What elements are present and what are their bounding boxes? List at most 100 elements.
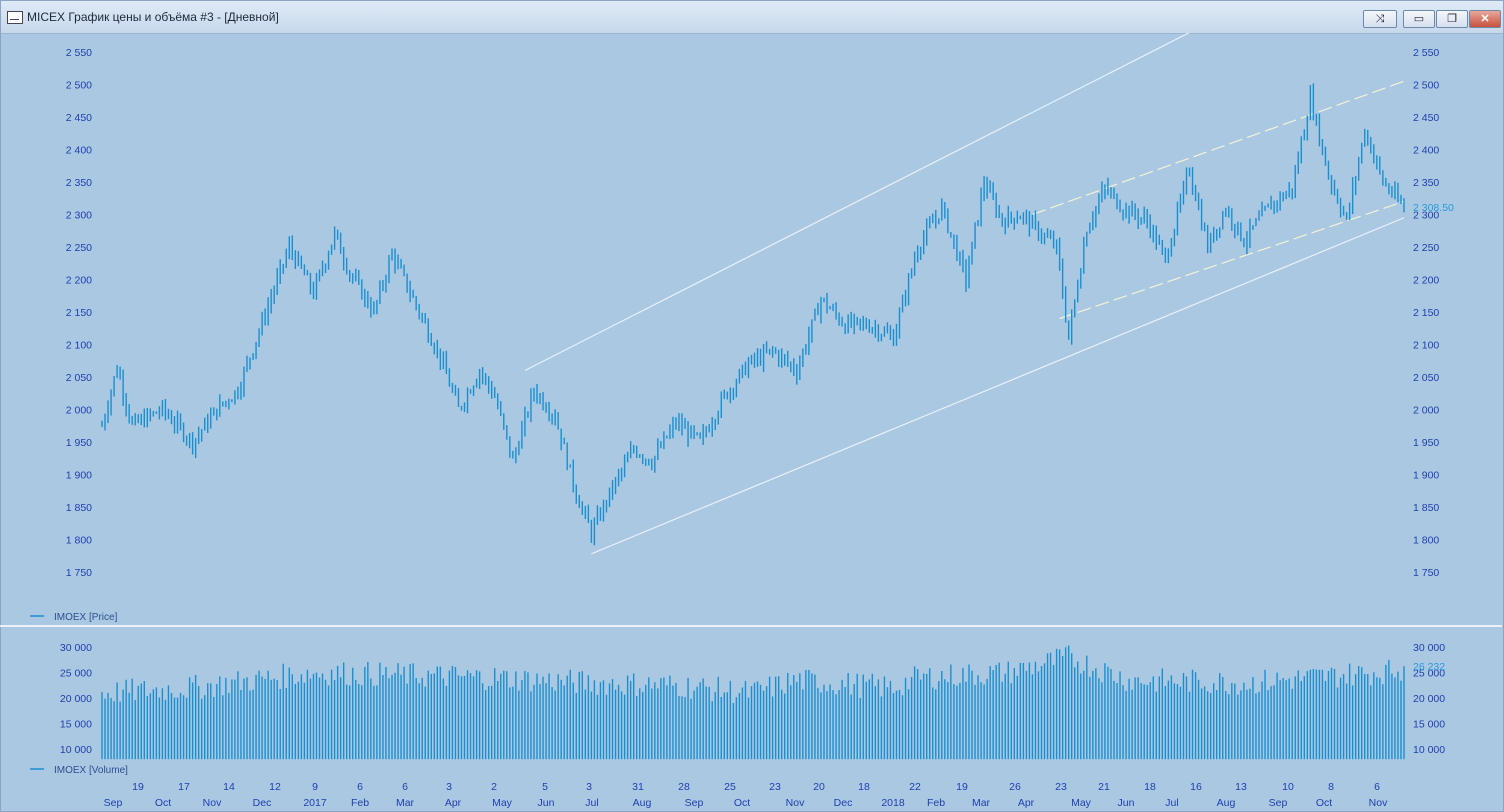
price-y-tick-right: 2 050 <box>1413 372 1439 384</box>
window-title: MICEX График цены и объёма #3 - [Дневной… <box>27 10 279 24</box>
x-month-tick: May <box>1071 797 1092 809</box>
x-day-tick: 3 <box>586 781 592 793</box>
x-month-tick: May <box>492 797 513 809</box>
volume-y-tick-left: 20 000 <box>60 693 92 705</box>
volume-y-tick-left: 15 000 <box>60 719 92 731</box>
x-month-tick: Jul <box>1165 797 1178 809</box>
price-y-tick-left: 2 500 <box>66 80 92 92</box>
price-y-tick-right: 2 500 <box>1413 80 1439 92</box>
close-button[interactable]: ✕ <box>1469 10 1501 28</box>
x-day-tick: 9 <box>312 781 318 793</box>
x-day-tick: 18 <box>858 781 870 793</box>
x-day-tick: 16 <box>1190 781 1202 793</box>
x-day-tick: 12 <box>269 781 281 793</box>
x-day-tick: 3 <box>446 781 452 793</box>
x-day-tick: 6 <box>402 781 408 793</box>
x-day-tick: 22 <box>909 781 921 793</box>
volume-y-tick-left: 30 000 <box>60 642 92 654</box>
price-y-tick-left: 2 400 <box>66 145 92 157</box>
price-y-tick-right: 2 150 <box>1413 307 1439 319</box>
x-month-tick: Feb <box>351 797 369 809</box>
price-y-tick-right: 2 100 <box>1413 340 1439 352</box>
x-day-tick: 5 <box>542 781 548 793</box>
price-y-tick-left: 2 100 <box>66 340 92 352</box>
x-day-tick: 23 <box>769 781 781 793</box>
x-day-tick: 25 <box>724 781 736 793</box>
x-day-tick: 10 <box>1282 781 1294 793</box>
x-month-tick: Dec <box>253 797 272 809</box>
x-month-tick: Mar <box>972 797 991 809</box>
trend-line[interactable] <box>591 217 1405 555</box>
price-y-tick-left: 2 350 <box>66 177 92 189</box>
x-day-tick: 2 <box>491 781 497 793</box>
x-month-tick: Sep <box>1269 797 1288 809</box>
price-y-tick-left: 2 050 <box>66 372 92 384</box>
x-day-tick: 31 <box>632 781 644 793</box>
price-y-tick-left: 2 550 <box>66 47 92 59</box>
x-day-tick: 17 <box>178 781 190 793</box>
x-month-tick: Oct <box>155 797 171 809</box>
x-day-tick: 6 <box>1374 781 1380 793</box>
x-day-tick: 20 <box>813 781 825 793</box>
price-y-tick-left: 2 150 <box>66 307 92 319</box>
x-month-tick: Apr <box>1018 797 1035 809</box>
price-y-tick-right: 2 250 <box>1413 242 1439 254</box>
price-y-tick-right: 2 000 <box>1413 405 1439 417</box>
volume-y-tick-left: 25 000 <box>60 668 92 680</box>
price-y-tick-left: 1 950 <box>66 437 92 449</box>
price-y-tick-left: 1 800 <box>66 535 92 547</box>
price-y-tick-right: 1 800 <box>1413 535 1439 547</box>
x-day-tick: 28 <box>678 781 690 793</box>
channel-dashed-line[interactable] <box>1059 200 1405 320</box>
price-volume-chart[interactable]: 2 550 2 550 2 500 2 500 2 450 2 450 2 400 2 400… <box>0 33 1502 810</box>
volume-y-tick-right: 20 000 <box>1413 693 1445 705</box>
price-last-value-label: 2 308.50 <box>1413 202 1454 214</box>
restore-button[interactable]: ❐ <box>1436 10 1468 28</box>
x-month-tick: Aug <box>1217 797 1236 809</box>
x-day-tick: 19 <box>956 781 968 793</box>
x-day-tick: 6 <box>357 781 363 793</box>
price-y-tick-right: 2 550 <box>1413 47 1439 59</box>
price-y-tick-right: 1 750 <box>1413 567 1439 579</box>
x-month-tick: 2018 <box>881 797 905 809</box>
volume-y-tick-left: 10 000 <box>60 744 92 756</box>
title-bar[interactable]: MICEX График цены и объёма #3 - [Дневной… <box>1 1 1503 34</box>
x-day-tick: 18 <box>1144 781 1156 793</box>
price-y-tick-right: 2 450 <box>1413 112 1439 124</box>
x-month-tick: Oct <box>1316 797 1332 809</box>
x-month-tick: Oct <box>734 797 750 809</box>
price-y-tick-right: 1 850 <box>1413 502 1439 514</box>
x-month-tick: Nov <box>203 797 222 809</box>
pin-button[interactable]: ⤨ <box>1363 10 1397 28</box>
minimize-button[interactable]: ▭ <box>1403 10 1435 28</box>
channel-dashed-line[interactable] <box>1032 80 1405 216</box>
x-month-tick: Sep <box>685 797 704 809</box>
x-month-tick: Jul <box>585 797 598 809</box>
x-month-tick: Sep <box>104 797 123 809</box>
x-day-tick: 8 <box>1328 781 1334 793</box>
volume-y-tick-right: 25 000 <box>1413 668 1445 680</box>
x-month-tick: Jun <box>538 797 555 809</box>
x-month-tick: Jun <box>1118 797 1135 809</box>
volume-last-value-label: 26 232 <box>1413 661 1445 673</box>
x-day-tick: 23 <box>1055 781 1067 793</box>
price-y-tick-right: 1 900 <box>1413 470 1439 482</box>
price-y-tick-left: 2 250 <box>66 242 92 254</box>
x-month-tick: Nov <box>786 797 805 809</box>
volume-legend: IMOEX [Volume] <box>30 765 128 776</box>
price-y-tick-left: 1 900 <box>66 470 92 482</box>
price-y-tick-left: 2 000 <box>66 405 92 417</box>
chart-app-icon[interactable] <box>7 11 23 24</box>
volume-y-tick-right: 10 000 <box>1413 744 1445 756</box>
price-y-tick-right: 2 400 <box>1413 145 1439 157</box>
x-day-tick: 21 <box>1098 781 1110 793</box>
x-day-tick: 19 <box>132 781 144 793</box>
price-legend: IMOEX [Price] <box>30 612 118 623</box>
volume-y-tick-right: 30 000 <box>1413 642 1445 654</box>
x-month-tick: Nov <box>1369 797 1388 809</box>
x-month-tick: Aug <box>633 797 652 809</box>
price-y-tick-right: 1 950 <box>1413 437 1439 449</box>
trend-line[interactable] <box>524 33 1190 372</box>
x-day-tick: 13 <box>1235 781 1247 793</box>
volume-legend-label: IMOEX [Volume] <box>54 765 128 776</box>
